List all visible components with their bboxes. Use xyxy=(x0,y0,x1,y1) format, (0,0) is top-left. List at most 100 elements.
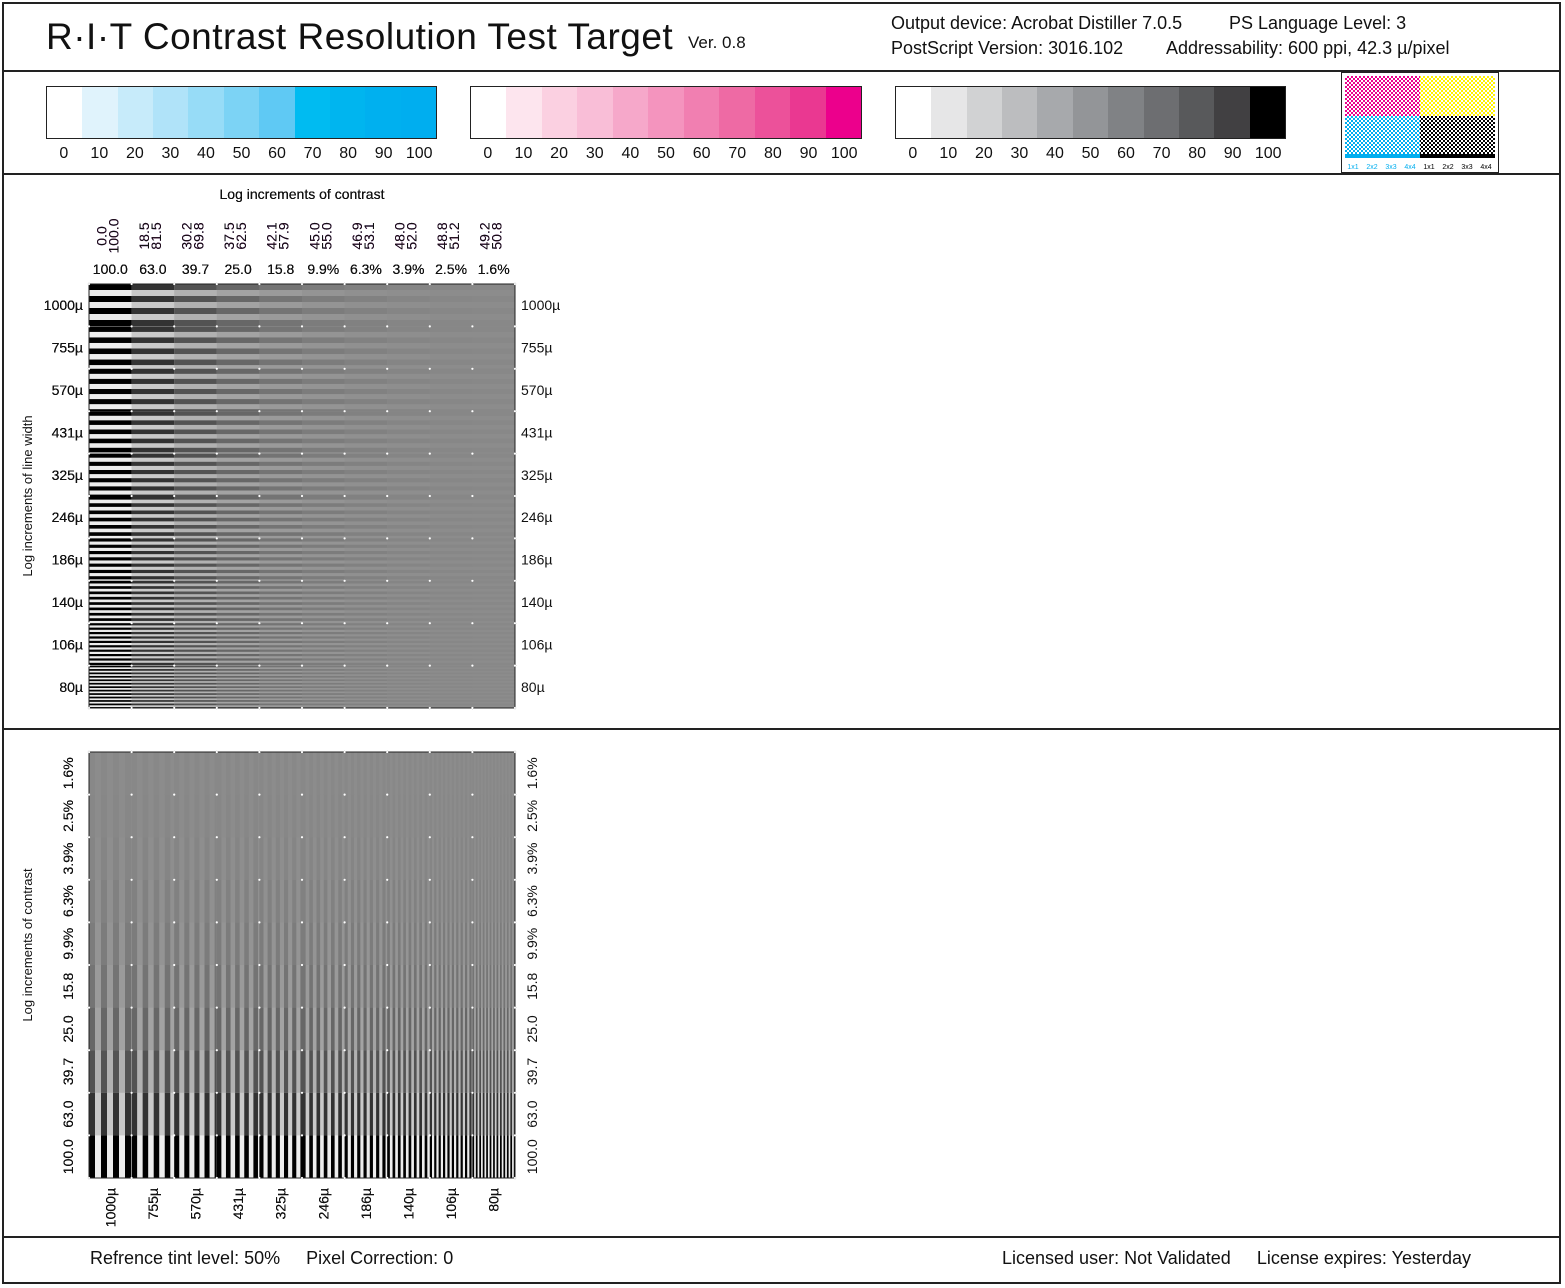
contrast-value: 2.5% xyxy=(60,800,76,832)
magenta-wedge-step xyxy=(719,87,755,138)
line-width-label: 140µ xyxy=(401,1188,417,1219)
contrast-value: 1.6% xyxy=(478,261,510,277)
line-width-label: 755µ xyxy=(52,340,83,356)
line-width-label: 80µ xyxy=(486,1188,502,1212)
contrast-value: 63.0 xyxy=(139,261,166,277)
divider-middle xyxy=(2,728,1561,730)
contrast-value: 9.9% xyxy=(307,261,339,277)
magenta-tint-wedge xyxy=(470,86,862,139)
line-width-label: 431µ xyxy=(230,1188,246,1219)
line-width-label: 186µ xyxy=(52,552,83,568)
density-pair-top: 49.2 xyxy=(477,222,493,249)
contrast-value: 3.9% xyxy=(60,843,76,875)
line-width-label-right: 755µ xyxy=(521,340,552,356)
density-pair-top: 37.5 xyxy=(221,222,237,249)
gray-wedge-step xyxy=(966,87,1003,138)
contrast-value: 9.9% xyxy=(60,928,76,960)
magenta-wedge-labels: 0 10 20 30 40 50 60 70 80 90 100 xyxy=(470,145,862,165)
contrast-value: 9.9% xyxy=(307,261,339,277)
density-pair-bottom: 100.0 xyxy=(105,218,121,253)
density-pair-top: 37.5 xyxy=(221,222,237,249)
density-pair-bottom: 57.9 xyxy=(276,222,292,249)
contrast-value: 15.8 xyxy=(60,972,76,999)
contrast-value: 2.5% xyxy=(435,261,467,277)
line-width-label: 1000µ xyxy=(44,297,83,313)
page-title: R·I·T Contrast Resolution Test Target xyxy=(46,16,674,57)
magenta-wedge-step xyxy=(612,87,649,138)
contrast-value-right: 2.5% xyxy=(524,800,540,832)
contrast-value: 100.0 xyxy=(93,261,128,277)
line-width-label-right: 106µ xyxy=(521,636,552,652)
line-width-label: 80µ xyxy=(59,679,83,695)
density-pair-bottom: 57.9 xyxy=(276,222,292,249)
line-width-label: 325µ xyxy=(273,1188,289,1219)
line-width-label: 755µ xyxy=(145,1188,161,1219)
line-width-label: 570µ xyxy=(188,1188,204,1219)
line-width-label: 106µ xyxy=(52,636,83,652)
black-resolution-contrast-panel: 1.6% 2.5% 3.9% 6.3% 9.9% 15.8 25.0 39.7 63.0 100.… xyxy=(60,750,540,1227)
density-pair-top: 48.0 xyxy=(392,222,408,249)
black-pixel-label: 2x2 xyxy=(1442,164,1453,171)
contrast-value: 3.9% xyxy=(60,843,76,875)
cyan-wedge-step xyxy=(82,87,118,138)
magenta-wedge-step xyxy=(825,87,861,138)
density-pair-top: 48.0 xyxy=(392,222,408,249)
black-checker-swatch xyxy=(1420,116,1495,158)
cyan-wedge-label: 20 xyxy=(125,145,144,162)
density-pair-top: 30.2 xyxy=(179,222,195,249)
gray-wedge-step xyxy=(896,87,932,138)
line-width-label: 570µ xyxy=(52,382,83,398)
gray-wedge-step xyxy=(931,87,967,138)
density-pair-bottom: 100.0 xyxy=(105,218,121,253)
contrast-axis-title: Log increments of contrast xyxy=(20,868,35,1022)
gray-wedge-step xyxy=(1002,87,1038,138)
magenta-wedge-step xyxy=(648,87,684,138)
footer-left: Refrence tint level: 50% Pixel Correctio… xyxy=(90,1248,453,1269)
line-width-label: 325µ xyxy=(52,467,83,483)
divider-wedges xyxy=(2,173,1561,175)
contrast-value: 100.0 xyxy=(60,1139,76,1174)
line-width-label: 246µ xyxy=(52,509,83,525)
line-width-label: 186µ xyxy=(52,552,83,568)
density-pair-bottom: 53.1 xyxy=(361,222,377,249)
cyan-wedge-step xyxy=(153,87,189,138)
density-pair-top: 46.9 xyxy=(349,222,365,249)
density-pair-top: 42.1 xyxy=(264,222,280,249)
contrast-value: 39.7 xyxy=(182,261,209,277)
line-width-label: 140µ xyxy=(401,1188,417,1219)
line-width-label: 1000µ xyxy=(44,297,83,313)
contrast-value: 25.0 xyxy=(60,1015,76,1042)
contrast-value: 1.6% xyxy=(60,757,76,789)
contrast-value: 6.3% xyxy=(350,261,382,277)
line-width-label: 431µ xyxy=(52,424,83,440)
line-width-label: 431µ xyxy=(230,1188,246,1219)
cyan-tint-wedge xyxy=(46,86,437,139)
contrast-value-right: 63.0 xyxy=(524,1100,540,1127)
contrast-value: 15.8 xyxy=(267,261,294,277)
line-width-label: 431µ xyxy=(52,424,83,440)
contrast-value-right: 9.9% xyxy=(524,928,540,960)
line-width-label-right: 325µ xyxy=(521,467,552,483)
gray-tint-wedge xyxy=(895,86,1286,139)
contrast-value: 9.9% xyxy=(307,261,339,277)
ps-language-level: PS Language Level: 3 xyxy=(1229,13,1407,33)
black-pixel-label: 3x3 xyxy=(1461,164,1472,171)
density-pair-bottom: 81.5 xyxy=(148,222,164,249)
contrast-value-right: 39.7 xyxy=(524,1058,540,1085)
density-pair-top: 46.9 xyxy=(349,222,365,249)
density-pair-bottom: 100.0 xyxy=(105,218,121,253)
line-width-label-right: 140µ xyxy=(521,594,552,610)
density-pair-top: 30.2 xyxy=(179,222,195,249)
cyan-wedge-label: 70 xyxy=(303,145,322,162)
contrast-value: 3.9% xyxy=(393,261,425,277)
contrast-value: 1.6% xyxy=(60,757,76,789)
line-width-label: 570µ xyxy=(188,1188,204,1219)
density-pair-bottom: 53.1 xyxy=(361,222,377,249)
gray-wedge-label: 50 xyxy=(1081,145,1100,162)
density-pair-top: 45.0 xyxy=(306,222,322,249)
contrast-value: 39.7 xyxy=(182,261,209,277)
density-pair-top: 48.8 xyxy=(434,222,450,249)
cyan-pixel-label: 4x4 xyxy=(1404,164,1415,171)
reference-tint-level: Refrence tint level: 50% xyxy=(90,1248,281,1268)
